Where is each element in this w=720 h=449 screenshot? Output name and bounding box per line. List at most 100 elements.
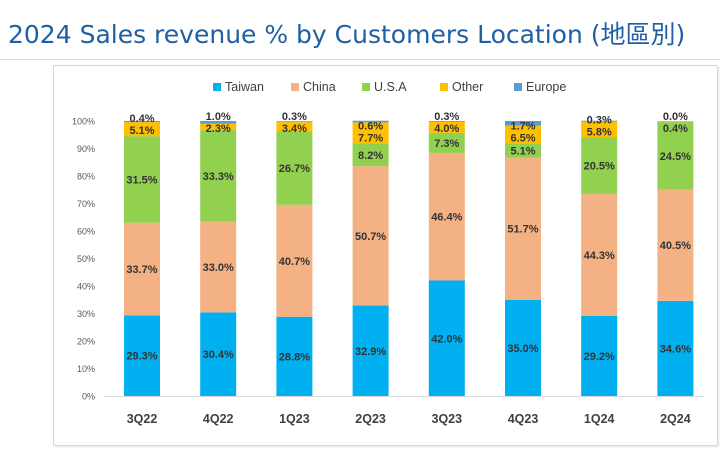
bar-segment-europe-4Q23	[505, 121, 541, 126]
data-label-other: 2.3%	[206, 123, 231, 135]
bar-segment-taiwan-1Q24	[581, 315, 618, 396]
bar-segment-taiwan-3Q23	[428, 280, 465, 396]
bar-segment-usa-3Q22	[124, 136, 160, 223]
bar-segment-usa-1Q24	[581, 137, 618, 194]
data-label-taiwan: 29.2%	[584, 351, 615, 363]
bar-segment-europe-3Q23	[428, 121, 465, 122]
data-label-other: 4.0%	[434, 123, 459, 135]
bar-segment-europe-1Q23	[276, 121, 313, 123]
bar-segment-usa-2Q23	[352, 143, 389, 167]
legend-label-other: Other	[452, 80, 483, 94]
legend-swatch-europe	[514, 83, 522, 91]
data-label-usa: 8.2%	[358, 150, 383, 162]
bar-segment-usa-4Q22	[200, 130, 237, 222]
bar-segment-taiwan-4Q23	[505, 299, 541, 396]
y-tick-label: 100%	[72, 117, 95, 127]
bar-segment-europe-3Q22	[124, 121, 160, 123]
data-label-china: 50.7%	[355, 231, 386, 243]
data-label-usa: 5.1%	[510, 146, 535, 158]
bar-segment-usa-1Q23	[276, 131, 313, 205]
data-label-europe: 0.3%	[587, 115, 612, 127]
data-label-other: 3.4%	[282, 123, 307, 135]
y-tick-label: 60%	[77, 227, 95, 237]
bar-segment-other-1Q23	[276, 122, 313, 132]
data-label-europe: 0.4%	[129, 113, 154, 125]
y-tick-label: 10%	[77, 364, 95, 374]
bar-segment-china-1Q24	[581, 193, 618, 316]
data-label-china: 40.5%	[660, 240, 691, 252]
bar-segment-china-3Q22	[124, 222, 160, 316]
bar-segment-taiwan-2Q23	[352, 305, 389, 396]
bar-segment-china-4Q22	[200, 221, 237, 313]
data-label-other: 5.8%	[587, 127, 612, 139]
y-tick-label: 80%	[77, 172, 95, 182]
y-tick-label: 70%	[77, 199, 95, 209]
x-tick-label: 4Q23	[508, 412, 539, 426]
x-tick-label: 1Q24	[584, 412, 615, 426]
bar-segment-taiwan-2Q24	[657, 300, 694, 396]
x-tick-label: 2Q24	[660, 412, 691, 426]
bar-segment-europe-1Q24	[581, 120, 618, 122]
bar-segment-usa-4Q23	[505, 143, 541, 158]
bar-segment-other-2Q24	[657, 121, 694, 123]
title-divider	[0, 59, 720, 60]
bar-segment-other-2Q23	[352, 122, 389, 144]
data-label-taiwan: 34.6%	[660, 343, 691, 355]
legend-swatch-taiwan	[213, 83, 221, 91]
bar-segment-taiwan-4Q22	[200, 312, 237, 396]
data-label-taiwan: 42.0%	[431, 333, 462, 345]
data-label-china: 51.7%	[507, 224, 538, 236]
data-label-usa: 24.5%	[660, 151, 691, 163]
data-label-usa: 33.3%	[203, 171, 234, 183]
x-tick-label: 2Q23	[355, 412, 386, 426]
bar-segment-other-4Q22	[200, 123, 237, 131]
data-label-taiwan: 28.8%	[279, 351, 310, 363]
y-tick-label: 40%	[77, 282, 95, 292]
legend-swatch-china	[291, 83, 299, 91]
legend-label-europe: Europe	[526, 80, 566, 94]
legend-swatch-other	[440, 83, 448, 91]
x-tick-label: 3Q22	[127, 412, 158, 426]
bar-segment-taiwan-1Q23	[276, 316, 313, 396]
y-tick-label: 0%	[82, 392, 95, 402]
data-label-other: 6.5%	[510, 133, 535, 145]
bar-segment-europe-4Q22	[200, 121, 237, 124]
data-label-china: 44.3%	[584, 250, 615, 262]
bar-segment-usa-2Q24	[657, 122, 694, 190]
chart-panel: 0% 10% 20% 30% 40% 50% 60% 70% 80% 90% 100% Taiwan C…	[53, 65, 718, 446]
bar-segment-other-3Q22	[124, 122, 160, 137]
x-tick-label: 1Q23	[279, 412, 310, 426]
data-label-taiwan: 32.9%	[355, 346, 386, 358]
x-tick-label: 4Q22	[203, 412, 234, 426]
data-label-europe: 0.0%	[663, 111, 688, 123]
bar-segment-taiwan-3Q22	[124, 315, 160, 396]
legend-label-china: China	[303, 80, 336, 94]
stacked-bar-chart: 0% 10% 20% 30% 40% 50% 60% 70% 80% 90% 100% Taiwan C…	[72, 80, 704, 426]
data-label-europe: 1.0%	[206, 111, 231, 123]
bar-segment-china-1Q23	[276, 204, 313, 317]
data-label-china: 40.7%	[279, 256, 310, 268]
legend-label-taiwan: Taiwan	[225, 80, 264, 94]
data-label-europe: 1.7%	[510, 121, 535, 133]
data-label-usa: 26.7%	[279, 163, 310, 175]
bar-segment-other-3Q23	[428, 121, 465, 133]
bar-segment-europe-2Q23	[352, 120, 389, 123]
data-label-europe: 0.3%	[282, 111, 307, 123]
data-label-usa: 31.5%	[126, 174, 157, 186]
data-label-usa: 7.3%	[434, 138, 459, 150]
data-label-taiwan: 30.4%	[203, 349, 234, 361]
bar-segment-china-3Q23	[428, 152, 465, 281]
y-tick-label: 30%	[77, 309, 95, 319]
y-tick-label: 50%	[77, 254, 95, 264]
y-tick-label: 90%	[77, 144, 95, 154]
bar-segment-other-1Q24	[581, 121, 618, 138]
legend-swatch-usa	[362, 83, 370, 91]
bar-segment-other-4Q23	[505, 125, 541, 144]
data-label-china: 33.7%	[126, 264, 157, 276]
bar-segment-china-4Q23	[505, 157, 541, 300]
data-label-usa: 20.5%	[584, 161, 615, 173]
x-tick-label: 3Q23	[432, 412, 463, 426]
bar-segment-china-2Q23	[352, 166, 389, 306]
data-label-china: 46.4%	[431, 212, 462, 224]
y-tick-label: 20%	[77, 337, 95, 347]
